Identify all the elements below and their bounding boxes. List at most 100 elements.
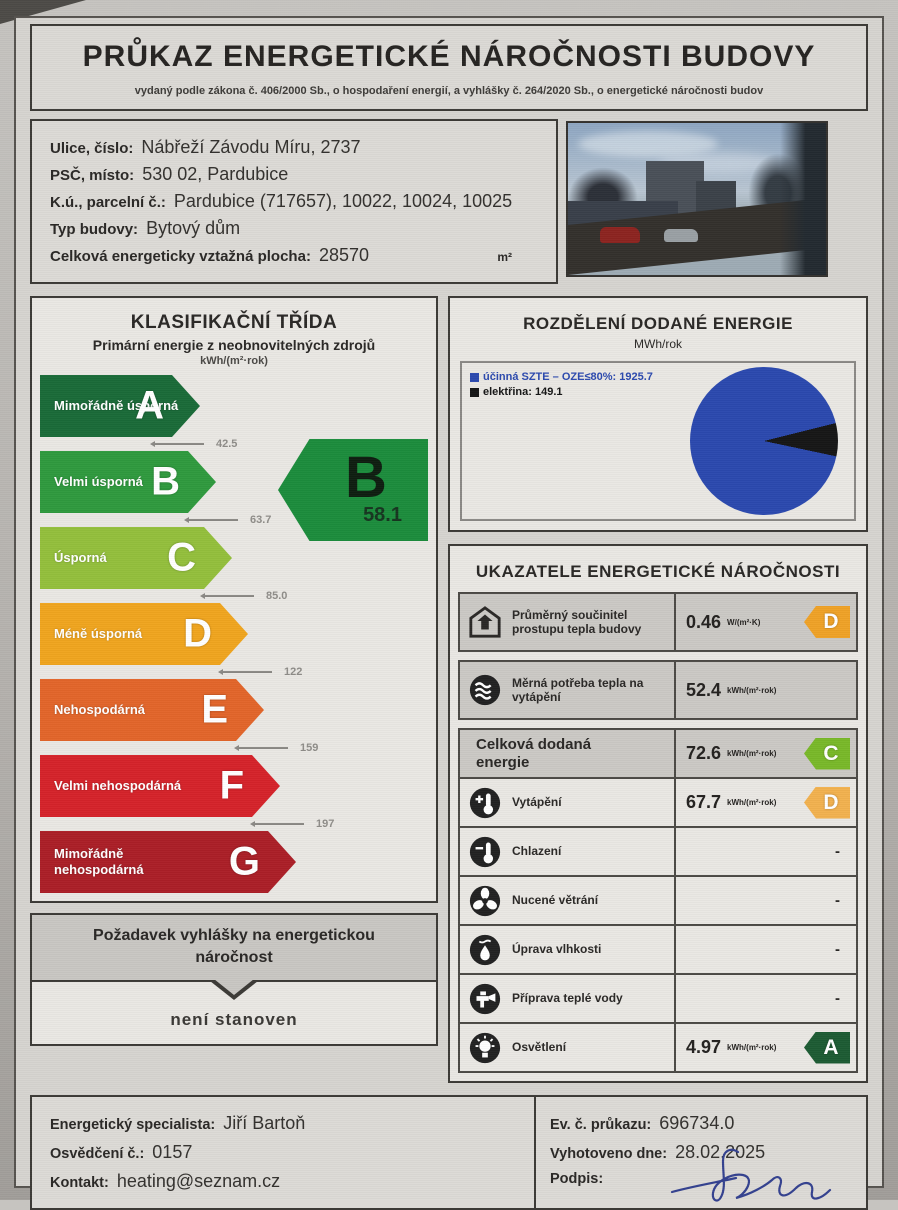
distribution-unit: MWh/rok (634, 337, 682, 351)
grade-badge: D (804, 606, 850, 638)
pie-chart-area: účinná SZTE – OZE≤80%: 1925.7 elektřina:… (460, 361, 856, 521)
indicator-value: - (835, 990, 840, 1007)
indicator-row: Vytápění 67.7 kWh/(m²·rok) D (460, 777, 856, 826)
indicators-title: UKAZATELE ENERGETICKÉ NÁROČNOSTI (475, 562, 841, 581)
photo-car (600, 227, 640, 243)
fan-icon (469, 885, 501, 916)
contact-label: Kontakt: (50, 1175, 109, 1191)
signature (670, 1148, 832, 1202)
certificate-value: 0157 (152, 1142, 193, 1162)
indicator-value: 0.46 (686, 611, 722, 632)
classification-box: KLASIFIKAČNÍ TŘÍDA Primární energie z ne… (30, 296, 438, 903)
certificate-label: Osvědčení č.: (50, 1146, 145, 1162)
indicator-row: Příprava teplé vody - (460, 973, 856, 1022)
ev-value: 696734.0 (659, 1113, 735, 1133)
pie-chart (690, 367, 838, 515)
band-letter: D (183, 611, 212, 656)
class-band-f: Velmi nehospodárná F (40, 755, 280, 817)
indicator-label: Nucené větrání (512, 893, 599, 908)
house-icon (469, 606, 501, 638)
photo-cloud (578, 131, 718, 157)
threshold-marker: 197 (250, 817, 428, 831)
parcel-value: Pardubice (717657), 10022, 10024, 10025 (173, 191, 513, 211)
band-label: Nehospodárná (54, 702, 146, 718)
current-rating-value: 58.1 (363, 504, 402, 527)
psc-label: PSČ, místo: (50, 167, 135, 184)
indicator-value: 72.6 (686, 743, 722, 763)
classification-scale: Mimořádně úsporná A 42.5 Velmi úsporná B… (40, 375, 428, 893)
classification-unit: kWh/(m²·rok) (200, 355, 268, 367)
indicator-value: 52.4 (686, 679, 722, 700)
type-row: Typ budovy: Bytový dům (50, 218, 538, 239)
grade-badge: C (804, 737, 850, 770)
band-label: Velmi nehospodárná (54, 778, 182, 794)
humidity-icon (469, 934, 501, 965)
thermometer-minus-icon (469, 836, 501, 867)
specialist-value: Jiří Bartoň (223, 1113, 306, 1133)
ev-label: Ev. č. průkazu: (550, 1117, 652, 1133)
threshold-marker: 85.0 (200, 589, 428, 603)
certificate-row: Osvědčení č.: 0157 (50, 1142, 516, 1163)
heat-waves-icon (469, 674, 501, 706)
date-label: Vyhotoveno dne: (550, 1146, 668, 1162)
indicator-row: Celková dodaná energie 72.6 kWh/(m²·rok)… (460, 730, 856, 777)
page-subtitle: vydaný podle zákona č. 406/2000 Sb., o h… (134, 85, 764, 97)
type-value: Bytový dům (146, 218, 241, 238)
class-band-g: Mimořádně nehospodárná G (40, 831, 296, 893)
indicator-value: - (835, 843, 840, 860)
legend-label: elektřina: 149.1 (483, 386, 563, 398)
issue-box: Ev. č. průkazu: 696734.0 Vyhotoveno dne:… (534, 1095, 868, 1210)
indicator-label: Vytápění (512, 795, 562, 810)
date-value: 28.02.2025 (675, 1142, 766, 1162)
psc-row: PSČ, místo: 530 02, Pardubice (50, 164, 538, 185)
classification-title: KLASIFIKAČNÍ TŘÍDA (130, 312, 338, 333)
pie-legend: účinná SZTE – OZE≤80%: 1925.7 elektřina:… (470, 371, 653, 401)
indicator-label: Úprava vlhkosti (512, 942, 602, 957)
distribution-title: ROZDĚLENÍ DODANÉ ENERGIE (523, 314, 793, 333)
indicator-unit: kWh/(m²·rok) (727, 1043, 777, 1052)
band-letter: G (228, 839, 260, 884)
indicator-value: - (835, 941, 840, 958)
indicator-row: Osvětlení 4.97 kWh/(m²·rok) A (460, 1022, 856, 1071)
band-label: Velmi úsporná (54, 474, 143, 490)
street-row: Ulice, číslo: Nábřeží Závodu Míru, 2737 (50, 137, 538, 158)
building-info-box: Ulice, číslo: Nábřeží Závodu Míru, 2737 … (30, 119, 558, 284)
tap-icon (469, 983, 501, 1014)
class-band-e: Nehospodárná E (40, 679, 264, 741)
legend-swatch (470, 372, 479, 382)
indicator-unit: kWh/(m²·rok) (727, 798, 777, 807)
indicator-label: Příprava teplé vody (512, 991, 623, 1006)
indicators-box: UKAZATELE ENERGETICKÉ NÁROČNOSTI Průměrn… (448, 544, 868, 1083)
band-letter: E (201, 687, 228, 732)
indicator-label: Chlazení (512, 844, 562, 859)
specialist-box: Energetický specialista: Jiří Bartoň Osv… (30, 1095, 536, 1210)
type-label: Typ budovy: (50, 221, 139, 238)
area-unit: m² (497, 250, 512, 264)
street-value: Nábřeží Závodu Míru, 2737 (141, 137, 361, 157)
band-label: Mimořádně nehospodárná (54, 846, 144, 877)
threshold-marker: 122 (218, 665, 428, 679)
signature-label: Podpis: (550, 1171, 604, 1187)
legend-item: účinná SZTE – OZE≤80%: 1925.7 (470, 371, 653, 383)
photo-car (664, 229, 698, 242)
area-label: Celková energeticky vztažná plocha: (50, 248, 311, 265)
class-band-c: Úsporná C (40, 527, 232, 589)
contact-row: Kontakt: heating@seznam.cz (50, 1171, 516, 1192)
band-label: Méně úsporná (54, 626, 143, 642)
indicator-value: 67.7 (686, 792, 722, 812)
photo-foreground-building (780, 123, 826, 275)
building-photo (566, 121, 828, 277)
grade-badge: D (804, 786, 850, 819)
specialist-label: Energetický specialista: (50, 1117, 216, 1133)
signature-row: Podpis: (550, 1171, 852, 1187)
class-band-b: Velmi úsporná B (40, 451, 216, 513)
indicator-label: Celková dodaná energie (476, 735, 592, 771)
current-rating-arrow: B 58.1 (278, 439, 428, 541)
title-box: PRŮKAZ ENERGETICKÉ NÁROČNOSTI BUDOVY vyd… (30, 24, 868, 111)
legend-label: účinná SZTE – OZE≤80%: 1925.7 (483, 371, 653, 383)
indicator-row: Nucené větrání - (460, 875, 856, 924)
indicator-unit: kWh/(m²·rok) (727, 685, 777, 695)
indicator-value: 4.97 (686, 1037, 722, 1057)
contact-value: heating@seznam.cz (116, 1171, 281, 1191)
ev-row: Ev. č. průkazu: 696734.0 (550, 1113, 852, 1134)
